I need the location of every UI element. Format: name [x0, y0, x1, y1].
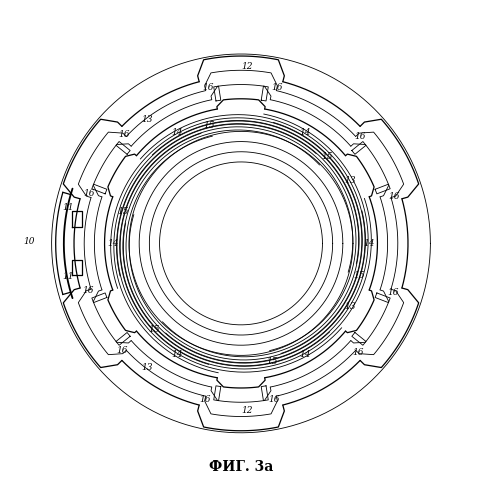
Text: 15: 15	[267, 357, 279, 366]
Text: ФИГ. 3а: ФИГ. 3а	[209, 461, 273, 475]
Text: 14: 14	[171, 350, 183, 359]
Text: 16: 16	[388, 288, 399, 297]
Text: 11: 11	[62, 272, 74, 281]
Text: 14: 14	[107, 239, 119, 248]
Text: 15: 15	[203, 121, 215, 130]
Text: 14: 14	[299, 350, 311, 359]
Text: 16: 16	[119, 130, 130, 139]
Text: 14: 14	[171, 128, 183, 137]
Text: 14: 14	[363, 239, 375, 248]
Text: 10: 10	[24, 237, 35, 246]
Text: 16: 16	[268, 395, 280, 404]
Text: 13: 13	[345, 176, 356, 185]
Text: 15: 15	[149, 325, 161, 334]
Text: 14: 14	[299, 128, 311, 137]
Text: 16: 16	[388, 192, 400, 201]
Text: 16: 16	[352, 348, 363, 357]
Text: 13: 13	[142, 363, 153, 372]
Text: 15: 15	[353, 270, 365, 279]
Text: 12: 12	[241, 62, 253, 71]
Text: 16: 16	[271, 83, 283, 92]
Text: 16: 16	[82, 285, 94, 294]
Text: 16: 16	[83, 190, 94, 199]
Text: 13: 13	[345, 302, 356, 311]
Text: 16: 16	[354, 132, 365, 141]
Text: 13: 13	[142, 115, 153, 124]
Text: 16: 16	[117, 346, 128, 355]
Text: 16: 16	[199, 395, 211, 404]
Text: 16: 16	[202, 82, 214, 91]
Text: 11: 11	[62, 203, 74, 212]
Text: 15: 15	[321, 153, 333, 162]
Text: 12: 12	[241, 406, 253, 415]
Text: 15: 15	[117, 207, 129, 216]
